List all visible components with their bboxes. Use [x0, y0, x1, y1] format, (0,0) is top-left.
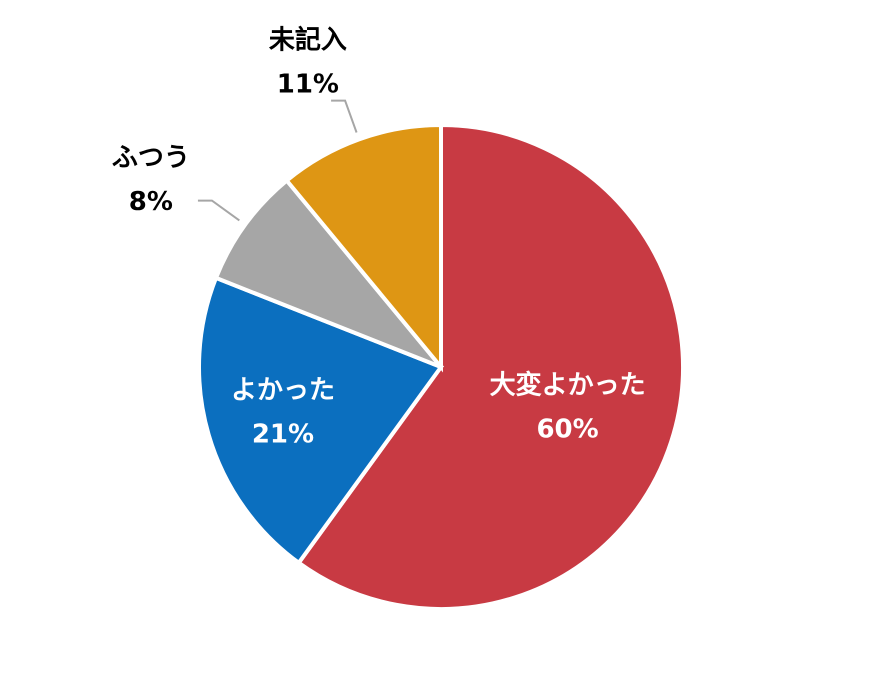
value-label: 11% [277, 69, 339, 99]
value-label: 8% [129, 187, 173, 217]
pie-slice [295, 122, 685, 611]
slice-label: 大変よかった [490, 370, 646, 401]
pie-slice [197, 275, 445, 566]
pie-slice [213, 177, 443, 369]
slice-label: ふつう [112, 143, 190, 173]
value-label: 60% [536, 415, 598, 445]
leader-line [331, 99, 358, 133]
pie-slice [283, 122, 443, 373]
slice-label: よかった [231, 375, 335, 405]
value-label: 21% [252, 419, 314, 449]
leader-line [197, 199, 240, 222]
slice-label: 未記入 [269, 24, 347, 55]
